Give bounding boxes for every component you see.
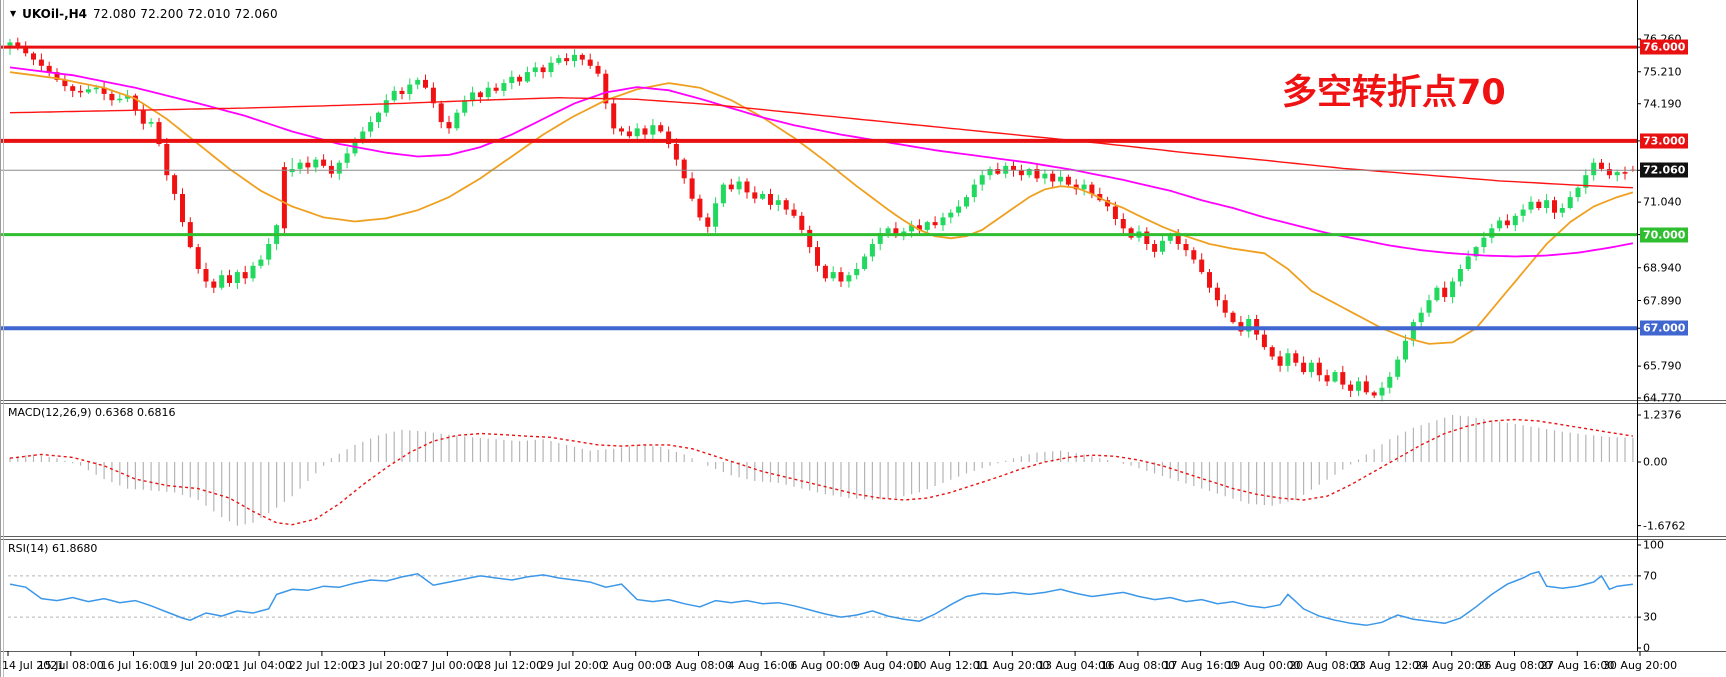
- rsi-indicator-label: RSI(14) 61.8680: [8, 542, 98, 555]
- time-axis-label: 27 Aug 16:00: [1540, 659, 1615, 672]
- level-badge-73: 73.000: [1640, 133, 1689, 149]
- macd-tick-label: 0.00: [1643, 455, 1668, 469]
- time-axis-label: 24 Aug 20:00: [1414, 659, 1489, 672]
- time-axis-label: 23 Aug 12:00: [1351, 659, 1427, 672]
- price-tick-label: 64.770: [1643, 391, 1682, 405]
- collapse-arrow-icon[interactable]: ▼: [10, 9, 17, 18]
- ma-medium-line[interactable]: [9, 66, 1634, 258]
- ma-fast-line[interactable]: [9, 71, 1634, 345]
- macd-tick-label: -1.6762: [1643, 519, 1686, 533]
- ohlc-values: 72.080 72.200 72.010 72.060: [93, 7, 278, 21]
- time-axis-label: 19 Aug 00:00: [1226, 659, 1301, 672]
- time-axis-label: 10 Aug 12:00: [912, 659, 987, 672]
- rsi-tick-label: 30: [1643, 610, 1657, 624]
- time-axis-label: 20 Aug 08:00: [1289, 659, 1364, 672]
- time-axis-label: 28 Jul 12:00: [477, 659, 544, 672]
- rsi-tick-label: 70: [1643, 569, 1657, 583]
- current-price-badge: 72.060: [1640, 162, 1689, 178]
- time-axis-label: 29 Jul 20:00: [539, 659, 606, 672]
- time-axis-label: 16 Jul 16:00: [100, 659, 167, 672]
- price-tick-label: 75.210: [1643, 65, 1682, 79]
- time-axis-label: 9 Aug 04:00: [853, 659, 921, 672]
- macd-signal-line: [9, 418, 1634, 526]
- annotation-text[interactable]: 多空转折点70: [1282, 73, 1506, 113]
- macd-histogram: [9, 415, 1634, 526]
- time-axis-label: 15 Jul 08:00: [37, 659, 104, 672]
- macd-indicator-label: MACD(12,26,9) 0.6368 0.6816: [8, 406, 176, 419]
- time-axis-label: 27 Jul 00:00: [414, 659, 481, 672]
- price-tick-label: 71.040: [1643, 195, 1682, 209]
- time-axis-label: 23 Jul 20:00: [351, 659, 418, 672]
- rsi-panel[interactable]: [8, 570, 1637, 627]
- level-badge-67: 67.000: [1640, 320, 1689, 336]
- time-axis-label: 2 Aug 00:00: [602, 659, 670, 672]
- time-axis-label: 22 Jul 12:00: [288, 659, 355, 672]
- time-axis-label: 19 Jul 20:00: [163, 659, 230, 672]
- level-badge-70: 70.000: [1640, 227, 1689, 243]
- price-tick-label: 68.940: [1643, 261, 1682, 275]
- time-axis-label: 11 Aug 20:00: [975, 659, 1050, 672]
- time-axis-label: 4 Aug 16:00: [727, 659, 795, 672]
- macd-panel[interactable]: [9, 415, 1634, 526]
- time-axis-label: 6 Aug 00:00: [790, 659, 858, 672]
- level-badge-76: 76.000: [1640, 39, 1689, 55]
- time-axis-label: 21 Jul 04:00: [226, 659, 293, 672]
- symbol-timeframe-label: UKOil-,H4: [22, 7, 88, 21]
- rsi-tick-label: 100: [1643, 538, 1664, 552]
- time-axis-label: 3 Aug 08:00: [664, 659, 733, 672]
- time-axis-label: 14 Jul 2021: [2, 659, 65, 672]
- time-axis-label: 30 Aug 20:00: [1602, 659, 1678, 672]
- rsi-line: [9, 570, 1633, 627]
- price-tick-label: 65.790: [1643, 359, 1682, 373]
- price-tick-label: 67.890: [1643, 294, 1682, 308]
- time-axis-label: 17 Aug 16:00: [1163, 659, 1238, 672]
- time-axis-label: 16 Aug 08:00: [1100, 659, 1175, 672]
- chart-title-bar: ▼ UKOil-,H4 72.080 72.200 72.010 72.060: [10, 7, 278, 21]
- time-axis-label: 26 Aug 08:00: [1477, 659, 1552, 672]
- macd-tick-label: 1.2376: [1643, 408, 1682, 422]
- price-tick-label: 74.190: [1643, 97, 1682, 111]
- time-axis-label: 13 Aug 04:00: [1037, 659, 1113, 672]
- rsi-tick-label: 0: [1643, 641, 1650, 655]
